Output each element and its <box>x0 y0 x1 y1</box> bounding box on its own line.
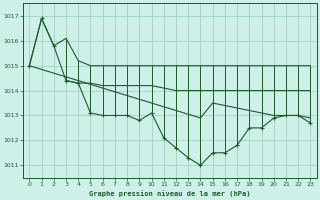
X-axis label: Graphe pression niveau de la mer (hPa): Graphe pression niveau de la mer (hPa) <box>89 190 251 197</box>
